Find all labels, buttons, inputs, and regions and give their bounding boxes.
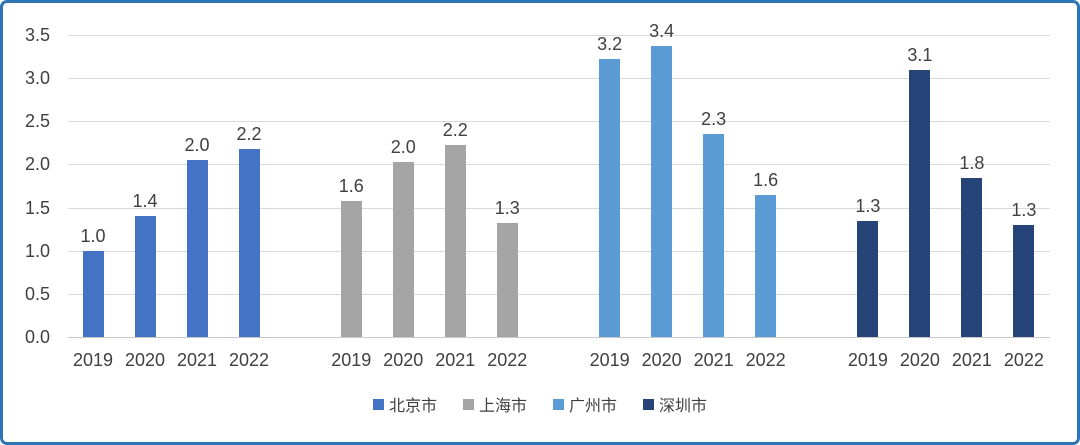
bar-北京市-2019 (82, 250, 104, 337)
legend-swatch-icon (643, 398, 655, 410)
bar-value-label: 1.8 (959, 153, 985, 174)
bar-深圳市-2019 (857, 220, 879, 337)
y-tick-label: 3.5 (24, 25, 50, 45)
y-tick-label: 3.0 (24, 68, 50, 89)
gridline (68, 35, 1050, 36)
bar-北京市-2020 (134, 216, 156, 337)
legend-swatch-icon (462, 398, 474, 410)
bar-上海市-2022 (496, 223, 518, 337)
bar-北京市-2022 (238, 148, 260, 337)
legend-label: 深圳市 (659, 398, 708, 415)
gridline (68, 293, 1050, 295)
legend-label: 上海市 (478, 398, 527, 415)
x-tick-label: 2021 (176, 350, 218, 370)
bar-value-label: 3.4 (649, 21, 675, 42)
y-tick-label: 1.5 (24, 197, 50, 218)
bar-value-label: 2.2 (442, 120, 468, 141)
x-tick-label: 2021 (693, 350, 734, 370)
x-tick-label: 2019 (331, 350, 372, 370)
bar-value-label: 2.0 (184, 135, 210, 156)
gridline (68, 78, 1050, 80)
bar-value-label: 2.0 (390, 136, 416, 157)
x-tick-label: 2022 (1003, 350, 1044, 370)
legend-swatch-icon (553, 398, 564, 410)
gridline (68, 250, 1050, 252)
x-tick-label: 2019 (847, 350, 888, 370)
legend-item-上海市: 上海市 (462, 392, 527, 416)
gridline (68, 164, 1050, 166)
bar-上海市-2021 (444, 145, 466, 337)
legend-item-北京市: 北京市 (372, 392, 437, 416)
bar-广州市-2021 (703, 134, 725, 337)
bar-value-label: 2.3 (701, 109, 727, 130)
bar-value-label: 3.2 (597, 34, 623, 55)
x-tick-label: 2021 (951, 350, 992, 370)
bar-深圳市-2021 (961, 178, 983, 337)
gridline (68, 207, 1050, 209)
plot-area: 0.0 0.5 1.0 1.5 2.0 2.5 3.0 3.5 1.0 2019 1.4 2020 2.… (25, 21, 1050, 370)
x-tick-label: 2020 (899, 350, 940, 370)
bar-北京市-2021 (186, 160, 208, 337)
bar-深圳市-2020 (909, 69, 931, 337)
x-tick-label: 2021 (435, 350, 476, 370)
bar-value-label: 1.3 (1011, 199, 1037, 220)
bar-value-label: 1.3 (855, 195, 881, 216)
x-tick-label: 2020 (383, 350, 424, 370)
bar-value-label: 1.3 (494, 198, 520, 219)
gridline (68, 121, 1050, 123)
x-tick-label: 2022 (228, 350, 270, 370)
bar-value-label: 2.2 (236, 123, 262, 144)
y-tick-label: 2.5 (24, 111, 50, 132)
bar-广州市-2019 (599, 59, 621, 337)
y-tick-label: 0.5 (24, 283, 50, 304)
y-tick-label: 0.0 (24, 327, 50, 347)
x-tick-label: 2022 (487, 350, 528, 370)
bar-上海市-2019 (340, 200, 362, 337)
bar-value-label: 1.6 (338, 175, 364, 196)
legend-item-广州市: 广州市 (553, 392, 617, 416)
legend: 北京市 上海市 广州市 深圳市 (3, 392, 1077, 416)
legend-label: 广州市 (569, 398, 618, 415)
x-tick-label: 2020 (641, 350, 682, 370)
bar-value-label: 1.6 (753, 169, 779, 190)
x-tick-label: 2022 (745, 350, 786, 370)
legend-swatch-icon (372, 398, 384, 410)
legend-label: 北京市 (388, 398, 437, 415)
x-tick-label: 2019 (72, 350, 114, 370)
gridline (68, 337, 1050, 338)
y-tick-label: 1.0 (24, 240, 50, 261)
bar-深圳市-2022 (1013, 224, 1035, 337)
bar-value-label: 3.1 (907, 44, 933, 65)
x-tick-label: 2019 (589, 350, 630, 370)
bar-上海市-2020 (392, 161, 414, 337)
bar-value-label: 1.0 (80, 225, 106, 246)
bar-广州市-2022 (755, 194, 777, 337)
legend-item-深圳市: 深圳市 (643, 392, 707, 416)
y-tick-label: 2.0 (24, 154, 50, 175)
bar-value-label: 1.4 (132, 191, 158, 212)
bar-广州市-2020 (651, 46, 673, 337)
x-tick-label: 2020 (124, 350, 166, 370)
